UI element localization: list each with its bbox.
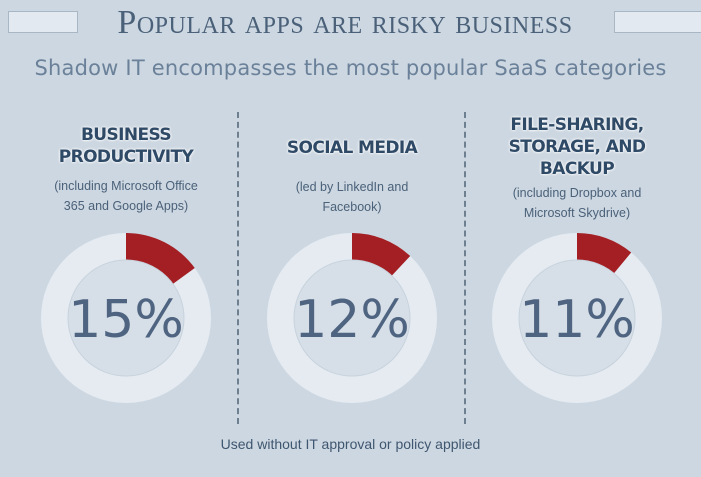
title-bar: Popular apps are risky business [0,4,701,41]
page-subtitle: Shadow IT encompasses the most popular S… [34,56,667,80]
donut-chart: 11% [492,233,662,403]
category-note: (including Dropbox and Microsoft Skydriv… [512,186,642,220]
category-title: FILE-SHARING, STORAGE, AND BACKUP [508,115,646,179]
donut-slice [352,233,411,276]
footer-note: Used without IT approval or policy appli… [220,436,481,452]
donut-hole [518,259,636,377]
value-label: 12% [294,290,410,350]
page-title: Popular apps are risky business [117,4,573,41]
donut-hole [293,259,411,377]
title-rule-right [614,11,701,33]
category-note: (led by LinkedIn and Facebook) [295,180,409,214]
column-divider [237,112,239,424]
donut-chart: 12% [267,233,437,403]
category-column: SOCIAL MEDIA (led by LinkedIn and Facebo… [240,114,464,217]
donut-hole [67,259,185,377]
title-rule-left [8,11,78,33]
value-label: 15% [68,290,184,350]
category-column: BUSINESS PRODUCTIVITY (including Microso… [14,114,238,216]
category-column: FILE-SHARING, STORAGE, AND BACKUP (inclu… [465,114,689,223]
donut-slice [126,233,195,284]
column-divider [464,112,466,424]
category-note: (including Microsoft Office 365 and Goog… [54,179,198,213]
donut-slice [577,233,632,274]
value-label: 11% [519,290,635,350]
donut-chart: 15% [41,233,211,403]
category-title: BUSINESS PRODUCTIVITY [58,125,194,167]
category-title: SOCIAL MEDIA [286,138,418,158]
